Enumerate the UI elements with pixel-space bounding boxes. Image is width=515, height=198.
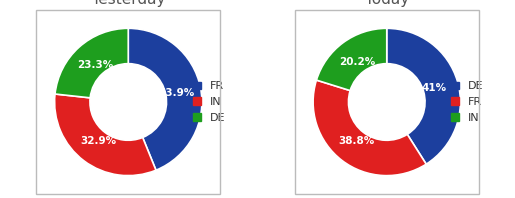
Title: Today: Today [365, 0, 409, 7]
Wedge shape [55, 94, 156, 176]
Wedge shape [128, 28, 202, 170]
Text: 20.2%: 20.2% [339, 57, 375, 67]
Title: Yesterday: Yesterday [91, 0, 165, 7]
Text: 41%: 41% [422, 83, 447, 93]
Wedge shape [316, 28, 387, 91]
Text: 38.8%: 38.8% [339, 136, 375, 146]
Wedge shape [387, 28, 460, 164]
Text: 32.9%: 32.9% [80, 136, 116, 146]
Legend: DE, FR, IN: DE, FR, IN [451, 81, 484, 123]
Text: 43.9%: 43.9% [159, 88, 195, 97]
Wedge shape [313, 80, 426, 176]
Wedge shape [55, 28, 128, 98]
Legend: FR, IN, DE: FR, IN, DE [193, 81, 225, 123]
Text: 23.3%: 23.3% [77, 60, 113, 70]
